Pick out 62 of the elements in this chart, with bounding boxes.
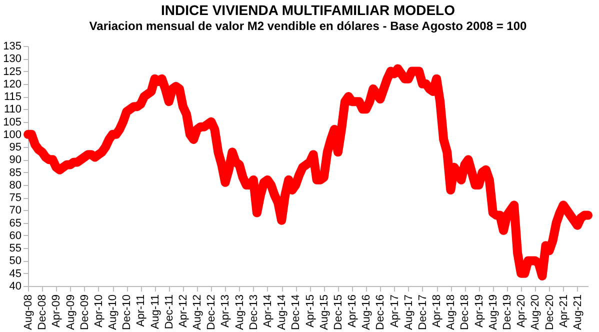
chart-subtitle: Variacion mensual de valor M2 vendible en dólares - Base Agosto 2008 = 100 (89, 19, 528, 33)
x-tick-label: Apr-16 (346, 294, 359, 328)
x-tick-label: Dec-18 (459, 294, 472, 330)
x-tick-label: Aug-13 (234, 294, 246, 330)
x-tick-label: Apr-14 (262, 294, 274, 328)
x-tick-label: Apr-12 (177, 294, 190, 328)
y-tick-label: 70 (9, 204, 22, 217)
x-tick-label: Aug-20 (530, 294, 542, 330)
chart-title: INDICE VIVIENDA MULTIFAMILIAR MODELO (161, 2, 456, 18)
x-tick-label: Dec-19 (501, 294, 514, 330)
y-tick-label: 40 (9, 280, 22, 292)
x-tick-label: Apr-10 (92, 294, 105, 328)
y-tick-label: 125 (3, 66, 22, 78)
y-tick-label: 65 (9, 217, 22, 230)
y-tick-label: 115 (4, 91, 22, 104)
x-tick-label: Apr-20 (516, 294, 528, 328)
x-tick-label: Aug-15 (318, 294, 330, 330)
y-tick-label: 100 (3, 128, 22, 141)
y-tick-label: 120 (3, 78, 22, 90)
x-tick-label: Aug-11 (149, 294, 162, 330)
y-tick-label: 80 (9, 179, 22, 192)
y-tick-label: 105 (3, 116, 22, 128)
x-tick-label: Dec-10 (121, 294, 134, 330)
y-tick-label: 110 (4, 104, 22, 116)
x-tick-label: Apr-17 (388, 294, 401, 328)
y-tick-label: 135 (3, 40, 22, 52)
y-tick-label: 60 (9, 230, 22, 242)
y-tick-label: 130 (3, 53, 22, 66)
x-tick-label: Dec-11 (163, 294, 176, 330)
x-tick-label: Apr-21 (558, 294, 570, 328)
x-tick-label: Aug-16 (360, 294, 373, 330)
x-tick-label: Dec-16 (374, 294, 387, 330)
x-tick-label: Apr-09 (50, 294, 63, 328)
x-tick-label: Dec-09 (78, 294, 91, 330)
x-tick-label: Dec-14 (290, 294, 302, 330)
x-tick-label: Aug-14 (276, 294, 288, 330)
x-tick-label: Apr-11 (135, 294, 148, 327)
x-tick-label: Aug-10 (107, 294, 120, 330)
x-tick-label: Aug-09 (64, 294, 77, 330)
x-tick-label: Apr-18 (431, 294, 444, 328)
y-tick-label: 55 (9, 242, 22, 255)
x-tick-label: Aug-17 (402, 294, 415, 330)
x-tick-label: Dec-15 (332, 294, 344, 330)
x-tick-label: Apr-15 (304, 294, 316, 328)
x-tick-label: Aug-08 (22, 294, 34, 330)
y-tick-label: 95 (9, 142, 22, 154)
x-tick-label: Dec-08 (36, 294, 49, 330)
y-tick-label: 50 (9, 255, 22, 268)
x-tick-label: Apr-19 (473, 294, 486, 328)
x-tick-label: Dec-12 (206, 294, 218, 330)
y-tick-label: 90 (9, 154, 22, 166)
x-tick-label: Apr-13 (220, 294, 232, 328)
y-tick-label: 85 (9, 166, 22, 179)
x-tick-label: Dec-20 (544, 294, 556, 330)
y-tick-label: 45 (9, 268, 22, 280)
x-tick-label: Aug-19 (487, 294, 500, 330)
x-tick-label: Aug-21 (572, 294, 584, 330)
x-tick-label: Aug-18 (445, 294, 458, 330)
x-tick-label: Dec-13 (248, 294, 260, 330)
x-tick-label: Aug-12 (192, 294, 204, 330)
x-tick-label: Dec-17 (416, 294, 429, 330)
y-tick-label: 75 (9, 192, 22, 204)
